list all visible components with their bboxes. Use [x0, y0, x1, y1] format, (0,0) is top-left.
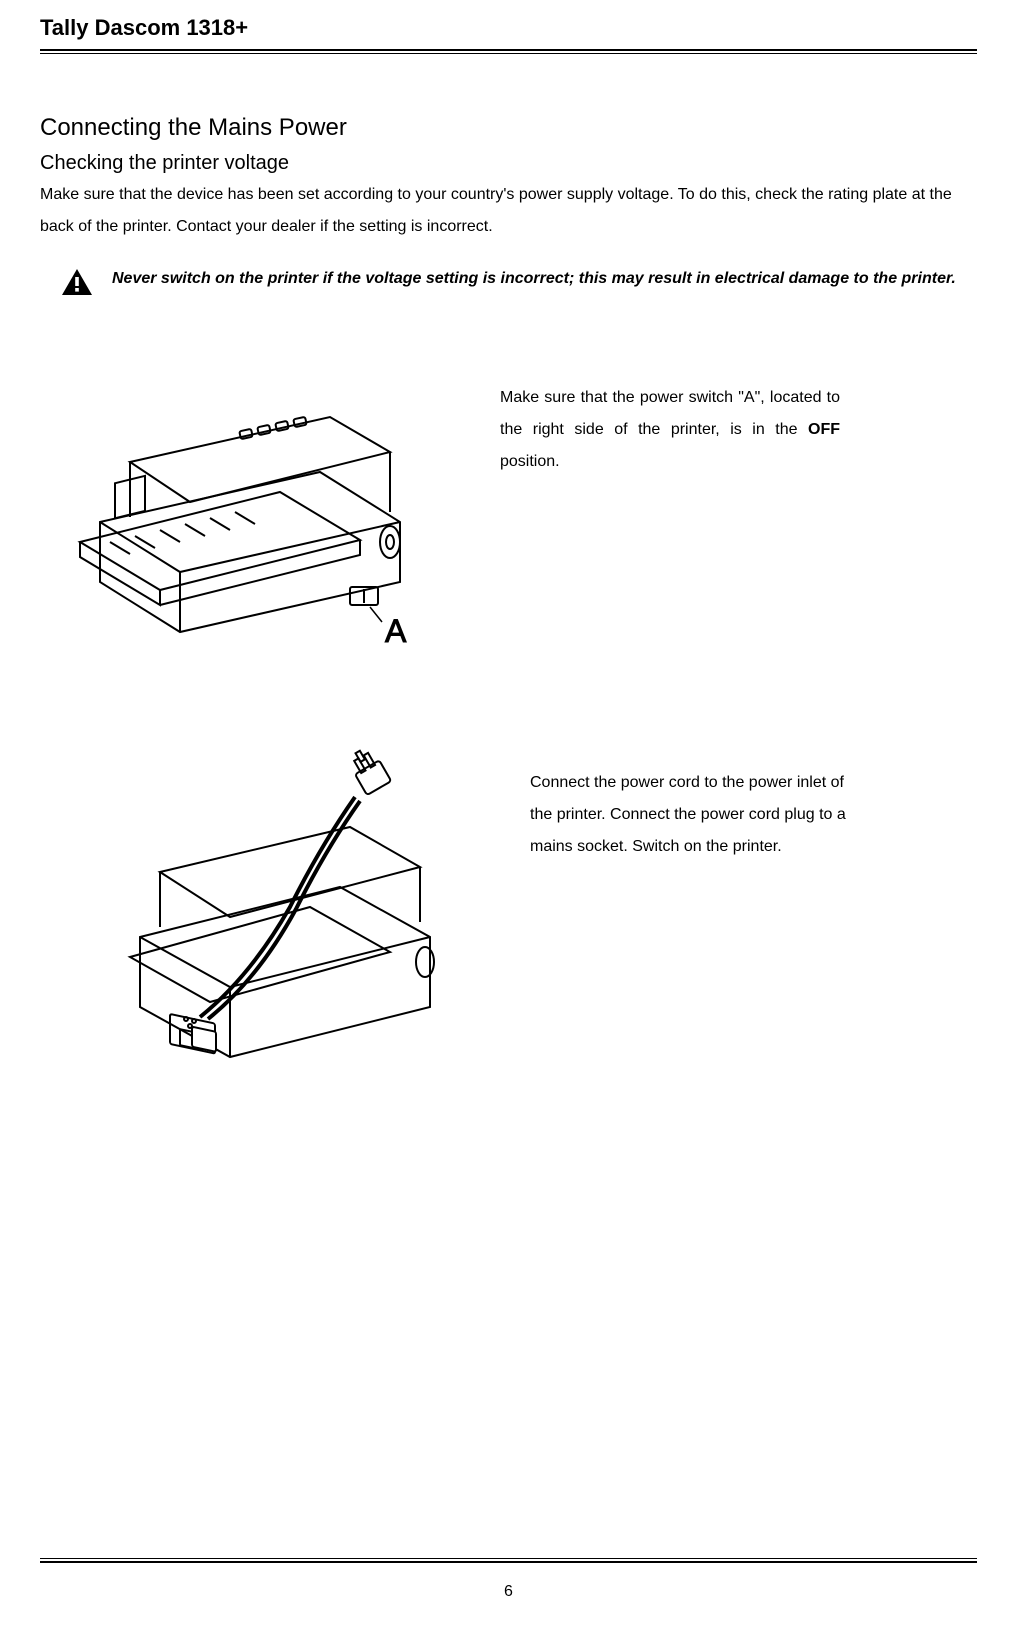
page-number: 6 — [40, 1583, 977, 1601]
figure-2-image — [90, 727, 490, 1072]
intro-paragraph: Make sure that the device has been set a… — [40, 179, 977, 243]
section-title: Connecting the Mains Power — [40, 114, 977, 142]
page-header: Tally Dascom 1318+ — [40, 15, 977, 54]
header-rule — [40, 49, 977, 54]
figure-2-caption: Connect the power cord to the power inle… — [530, 767, 870, 863]
figure-1-caption-part1: Make sure that the power switch "A", loc… — [500, 389, 840, 438]
figure-1-row: A Make sure that the power switch "A", l… — [40, 342, 977, 667]
warning-icon — [60, 267, 94, 302]
figure-1-label: A — [385, 613, 407, 649]
footer-rule — [40, 1558, 977, 1563]
subsection-title: Checking the printer voltage — [40, 152, 977, 175]
page-footer: 6 — [40, 1558, 977, 1601]
figure-1-caption: Make sure that the power switch "A", loc… — [500, 382, 840, 478]
header-title: Tally Dascom 1318+ — [40, 15, 977, 49]
figure-1-caption-part2: position. — [500, 453, 560, 470]
figure-2-row: Connect the power cord to the power inle… — [40, 727, 977, 1072]
document-page: Tally Dascom 1318+ Connecting the Mains … — [0, 0, 1017, 1631]
warning-block: Never switch on the printer if the volta… — [60, 263, 977, 302]
figure-1-image: A — [40, 342, 460, 667]
warning-text: Never switch on the printer if the volta… — [112, 263, 956, 295]
figure-1-caption-bold: OFF — [808, 421, 840, 438]
